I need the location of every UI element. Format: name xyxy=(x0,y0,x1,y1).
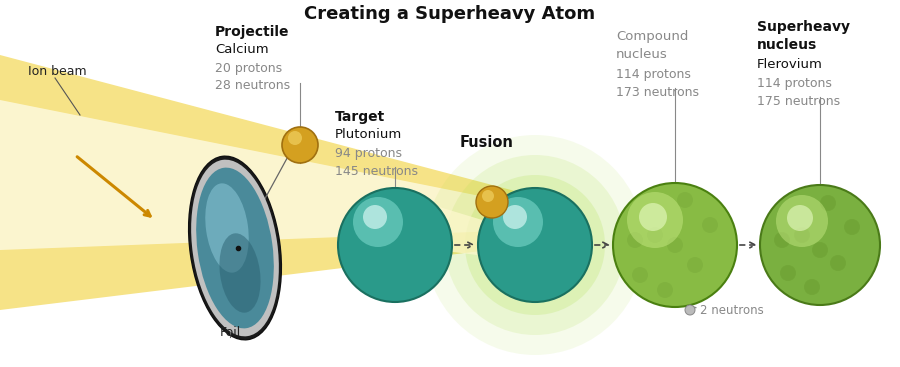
Text: Ion beam: Ion beam xyxy=(28,65,86,78)
Text: 175 neutrons: 175 neutrons xyxy=(757,95,840,108)
Text: 2 neutrons: 2 neutrons xyxy=(700,304,764,316)
Circle shape xyxy=(687,257,703,273)
Circle shape xyxy=(363,205,387,229)
Circle shape xyxy=(338,188,452,302)
Circle shape xyxy=(760,185,880,305)
Text: Superheavy: Superheavy xyxy=(757,20,850,34)
Ellipse shape xyxy=(191,160,279,336)
Circle shape xyxy=(503,205,527,229)
Circle shape xyxy=(353,197,403,247)
Circle shape xyxy=(613,183,737,307)
Circle shape xyxy=(288,131,302,145)
Circle shape xyxy=(482,190,494,202)
Circle shape xyxy=(632,267,648,283)
Circle shape xyxy=(702,217,718,233)
Text: Compound: Compound xyxy=(616,30,688,43)
Text: Projectile: Projectile xyxy=(215,25,290,39)
Circle shape xyxy=(804,279,820,295)
Circle shape xyxy=(820,195,836,211)
Circle shape xyxy=(812,242,828,258)
Circle shape xyxy=(627,192,683,248)
Circle shape xyxy=(774,232,790,248)
Circle shape xyxy=(780,265,796,281)
Text: Foil: Foil xyxy=(220,326,240,339)
Circle shape xyxy=(627,232,643,248)
Ellipse shape xyxy=(196,168,274,328)
Circle shape xyxy=(685,305,695,315)
Text: 114 protons: 114 protons xyxy=(757,77,832,90)
Circle shape xyxy=(776,195,828,247)
Text: Calcium: Calcium xyxy=(215,43,268,56)
Circle shape xyxy=(445,155,625,335)
Text: Flerovium: Flerovium xyxy=(757,58,823,71)
Circle shape xyxy=(830,255,846,271)
Ellipse shape xyxy=(220,233,261,313)
Circle shape xyxy=(677,192,693,208)
Text: 94 protons: 94 protons xyxy=(335,147,402,160)
Circle shape xyxy=(657,282,673,298)
Text: Fusion: Fusion xyxy=(460,135,514,150)
Circle shape xyxy=(794,227,810,243)
Text: 114 protons: 114 protons xyxy=(616,68,691,81)
Circle shape xyxy=(476,186,508,218)
Circle shape xyxy=(480,190,590,300)
Polygon shape xyxy=(400,195,515,260)
Text: Target: Target xyxy=(335,110,385,124)
Circle shape xyxy=(478,188,592,302)
Text: 20 protons: 20 protons xyxy=(215,62,282,75)
Circle shape xyxy=(639,203,667,231)
Text: nucleus: nucleus xyxy=(757,38,817,52)
Ellipse shape xyxy=(189,156,282,340)
Circle shape xyxy=(647,227,663,243)
Text: 28 neutrons: 28 neutrons xyxy=(215,79,290,92)
Text: 173 neutrons: 173 neutrons xyxy=(616,86,699,99)
Circle shape xyxy=(787,205,813,231)
Text: Creating a Superheavy Atom: Creating a Superheavy Atom xyxy=(304,5,596,23)
Circle shape xyxy=(425,135,645,355)
Circle shape xyxy=(844,219,860,235)
Circle shape xyxy=(465,175,605,315)
Text: 145 neutrons: 145 neutrons xyxy=(335,165,418,178)
Polygon shape xyxy=(0,55,530,310)
Circle shape xyxy=(282,127,318,163)
Circle shape xyxy=(667,237,683,253)
Circle shape xyxy=(493,197,543,247)
Ellipse shape xyxy=(205,184,248,273)
Text: Plutonium: Plutonium xyxy=(335,128,402,141)
Text: nucleus: nucleus xyxy=(616,48,668,61)
Polygon shape xyxy=(0,100,525,250)
